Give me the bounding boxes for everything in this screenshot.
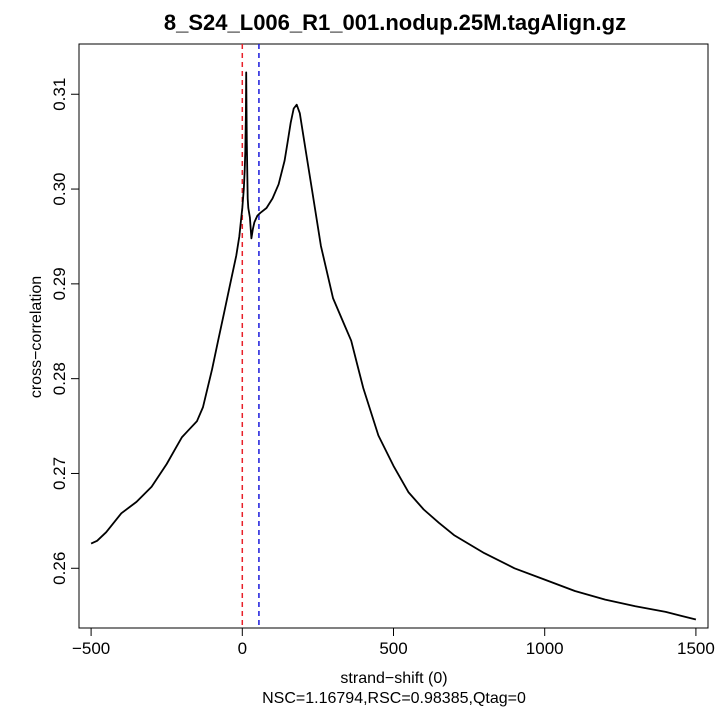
series-line-0 [90,71,697,621]
x-tick-label: 1000 [526,639,564,658]
plot-area [78,43,709,629]
y-tick-label: 0.31 [50,78,69,111]
x-tick-label: 0 [238,639,247,658]
plot-frame [78,43,709,629]
series-group [90,71,697,621]
y-tick-label: 0.30 [50,173,69,206]
y-axis-label: cross−correlation [28,276,45,398]
chart-subtitle: NSC=1.16794,RSC=0.98385,Qtag=0 [262,690,526,707]
y-tick-label: 0.27 [50,457,69,490]
y-tick-label: 0.29 [50,267,69,300]
chart-title: 8_S24_L006_R1_001.nodup.25M.tagAlign.gz [164,10,626,35]
x-axis: −500 0 500 1000 1500 [72,627,715,658]
x-tick-label: 500 [379,639,407,658]
x-axis-label: strand−shift (0) [340,670,447,687]
y-axis: 0.26 0.27 0.28 0.29 0.30 0.31 [50,78,80,585]
y-tick-label: 0.28 [50,362,69,395]
x-tick-label: −500 [72,639,110,658]
y-tick-label: 0.26 [50,552,69,585]
reference-lines [241,44,260,628]
x-tick-label: 1500 [677,639,715,658]
